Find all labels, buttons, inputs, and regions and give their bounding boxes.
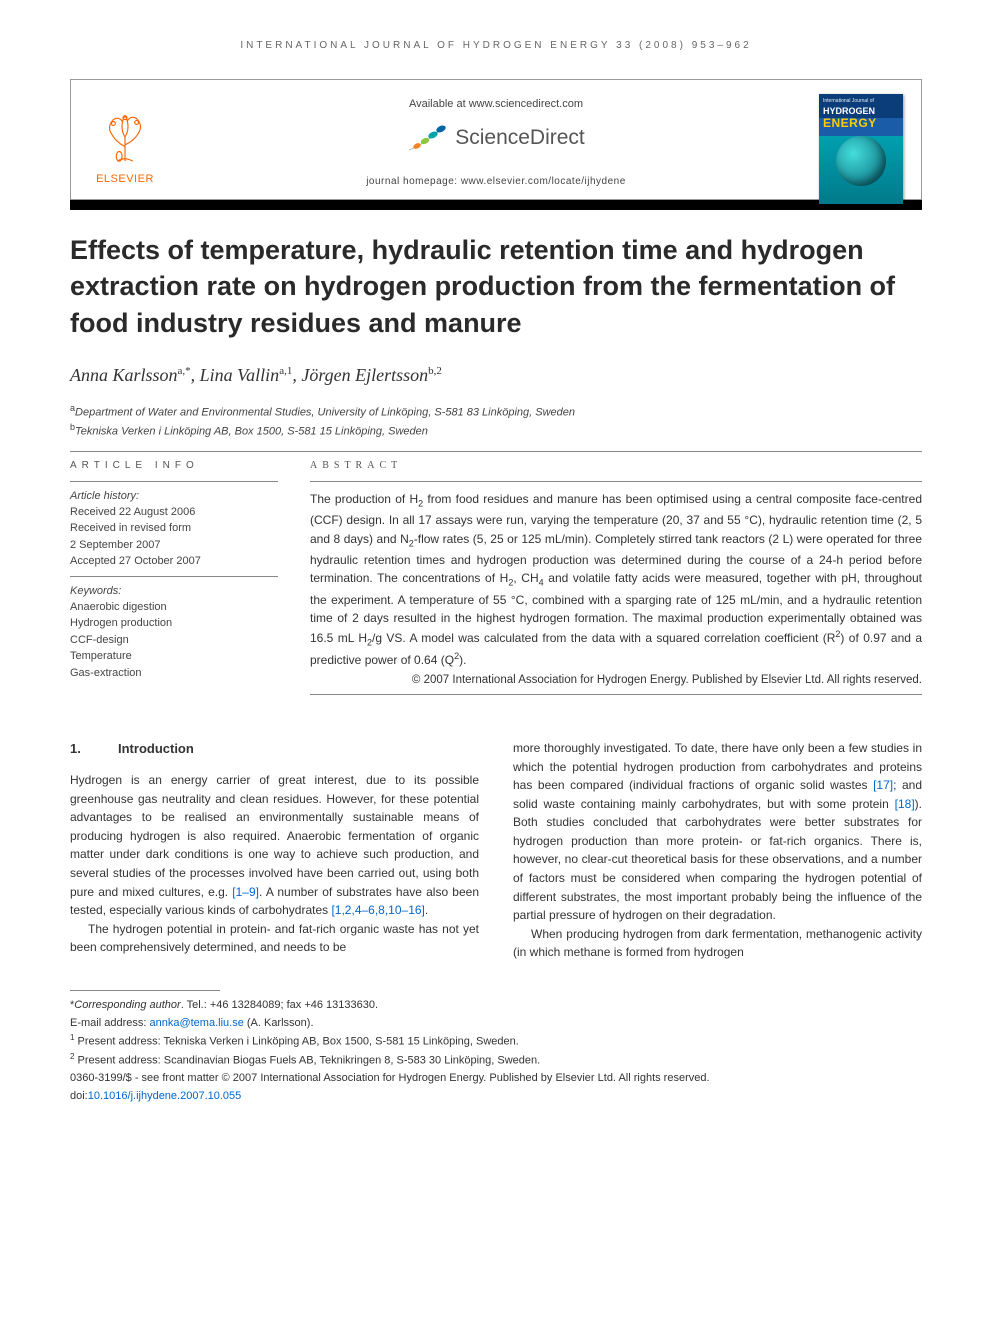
doi-link[interactable]: 10.1016/j.ijhydene.2007.10.055 <box>88 1090 242 1102</box>
doi-label: doi: <box>70 1090 88 1102</box>
sciencedirect-text: ScienceDirect <box>455 126 585 150</box>
footnote-1: 1 Present address: Tekniska Verken i Lin… <box>70 1032 922 1050</box>
body-paragraph: Hydrogen is an energy carrier of great i… <box>70 771 479 920</box>
cover-globe-icon <box>836 136 886 186</box>
body-paragraph: more thoroughly investigated. To date, t… <box>513 739 922 925</box>
elsevier-tree-icon <box>96 108 154 166</box>
sciencedirect-logo: ScienceDirect <box>407 122 585 154</box>
email-suffix: (A. Karlsson). <box>244 1017 314 1029</box>
article-info-label: ARTICLE INFO <box>70 460 278 471</box>
author-email-link[interactable]: annka@tema.liu.se <box>149 1017 243 1029</box>
journal-homepage: journal homepage: www.elsevier.com/locat… <box>366 176 626 187</box>
cover-energy: ENERGY <box>823 116 899 130</box>
corresponding-author: *Corresponding author. Tel.: +46 1328408… <box>70 997 922 1014</box>
body-column-right: more thoroughly investigated. To date, t… <box>513 739 922 962</box>
abstract-copyright: © 2007 International Association for Hyd… <box>310 674 922 686</box>
elsevier-wordmark: ELSEVIER <box>89 173 161 185</box>
email-line: E-mail address: annka@tema.liu.se (A. Ka… <box>70 1015 922 1032</box>
keyword: Anaerobic digestion <box>70 599 278 616</box>
history-line: 2 September 2007 <box>70 537 278 554</box>
history-line: Accepted 27 October 2007 <box>70 553 278 570</box>
homepage-label: journal homepage: <box>366 176 461 187</box>
affiliations: aDepartment of Water and Environmental S… <box>70 402 922 440</box>
affiliation-a: Department of Water and Environmental St… <box>75 407 575 419</box>
journal-cover-thumbnail: International Journal of HYDROGEN ENERGY <box>819 94 903 204</box>
elsevier-logo: ELSEVIER <box>89 108 161 185</box>
footnote-2: 2 Present address: Scandinavian Biogas F… <box>70 1051 922 1069</box>
sciencedirect-icon <box>407 122 449 154</box>
article-title: Effects of temperature, hydraulic retent… <box>70 232 922 341</box>
keywords-block: Anaerobic digestion Hydrogen production … <box>70 599 278 682</box>
front-matter: 0360-3199/$ - see front matter © 2007 In… <box>70 1070 922 1087</box>
keyword: Hydrogen production <box>70 615 278 632</box>
article-info-sidebar: ARTICLE INFO Article history: Received 2… <box>70 460 278 695</box>
doi-line: doi:10.1016/j.ijhydene.2007.10.055 <box>70 1088 922 1105</box>
abstract-text: The production of H2 from food residues … <box>310 490 922 670</box>
section-number: 1. <box>70 739 118 759</box>
body-paragraph: When producing hydrogen from dark fermen… <box>513 925 922 962</box>
body-column-left: 1.Introduction Hydrogen is an energy car… <box>70 739 479 962</box>
keyword: Temperature <box>70 648 278 665</box>
journal-header-box: ELSEVIER Available at www.sciencedirect.… <box>70 79 922 200</box>
homepage-url[interactable]: www.elsevier.com/locate/ijhydene <box>461 176 626 187</box>
history-line: Received in revised form <box>70 520 278 537</box>
section-title: Introduction <box>118 741 194 756</box>
keywords-heading: Keywords: <box>70 585 278 597</box>
affiliation-b: Tekniska Verken i Linköping AB, Box 1500… <box>75 426 428 438</box>
divider-bar <box>70 200 922 210</box>
history-block: Received 22 August 2006 Received in revi… <box>70 504 278 570</box>
author-list: Anna Karlssona,*, Lina Vallina,1, Jörgen… <box>70 365 922 386</box>
keyword: Gas-extraction <box>70 665 278 682</box>
body-paragraph: The hydrogen potential in protein- and f… <box>70 920 479 957</box>
running-header: INTERNATIONAL JOURNAL OF HYDROGEN ENERGY… <box>70 40 922 51</box>
cover-line1: International Journal of <box>823 98 899 104</box>
email-label: E-mail address: <box>70 1017 149 1029</box>
footnotes: *Corresponding author. Tel.: +46 1328408… <box>70 997 922 1104</box>
abstract-column: ABSTRACT The production of H2 from food … <box>310 460 922 695</box>
available-at-text: Available at www.sciencedirect.com <box>409 98 583 110</box>
divider <box>70 451 922 452</box>
history-line: Received 22 August 2006 <box>70 504 278 521</box>
body-two-column: 1.Introduction Hydrogen is an energy car… <box>70 739 922 962</box>
footnote-separator <box>70 990 220 991</box>
cover-hydrogen: HYDROGEN <box>823 106 899 116</box>
keyword: CCF-design <box>70 632 278 649</box>
history-heading: Article history: <box>70 490 278 502</box>
abstract-label: ABSTRACT <box>310 460 922 471</box>
section-1-heading: 1.Introduction <box>70 739 479 759</box>
